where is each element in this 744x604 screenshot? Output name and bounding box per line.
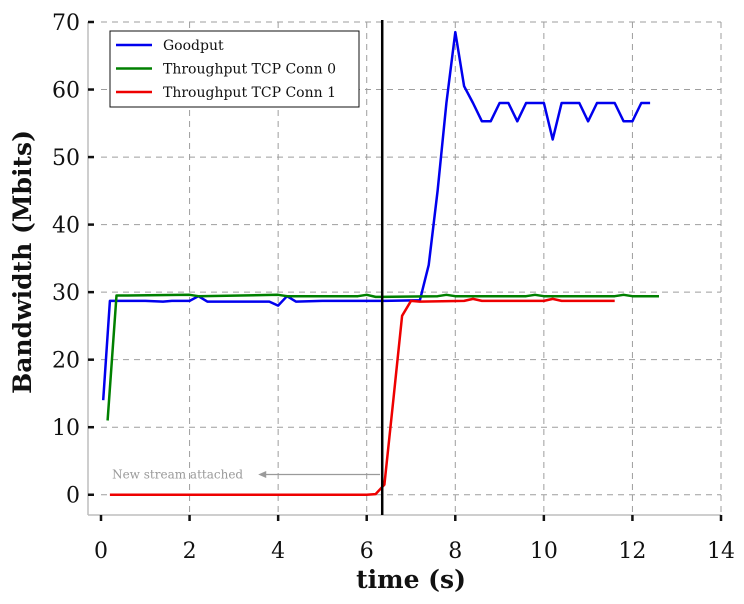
x-tick-label: 12	[618, 539, 646, 564]
annotation-text: New stream attached	[112, 467, 243, 481]
y-tick-label: 40	[52, 214, 80, 239]
y-tick-label: 30	[52, 281, 80, 306]
annotation-arrow-head	[258, 470, 267, 478]
axes	[87, 22, 721, 516]
x-tick-label: 10	[530, 539, 558, 564]
y-tick-label: 70	[52, 11, 80, 36]
legend-label-1: Throughput TCP Conn 0	[163, 62, 336, 78]
x-tick-label: 4	[271, 539, 285, 564]
y-tick-label: 10	[52, 416, 80, 441]
x-tick-label: 0	[94, 539, 108, 564]
x-tick-label: 8	[448, 539, 462, 564]
legend-label-0: Goodput	[163, 38, 224, 54]
y-axis-title: Bandwidth (Mbits)	[8, 130, 37, 394]
y-tick-label: 0	[66, 484, 80, 509]
x-axis-title: time (s)	[356, 565, 466, 594]
annotation-group: New stream attached	[112, 467, 380, 481]
legend-label-2: Throughput TCP Conn 1	[163, 85, 336, 101]
series-group	[101, 30, 659, 496]
y-tick-label: 20	[52, 349, 80, 374]
y-tick-label: 50	[52, 146, 80, 171]
x-tick-label: 14	[707, 539, 735, 564]
x-tick-label: 2	[183, 539, 197, 564]
x-axis-ticks: 0 2 4 6 8 10 12 14	[94, 515, 735, 564]
y-axis-ticks: 0 10 20 30 40 50 60 70	[52, 11, 94, 509]
legend: Goodput Throughput TCP Conn 0 Throughput T…	[109, 30, 360, 108]
x-tick-label: 6	[360, 539, 374, 564]
series-line-1	[106, 293, 659, 421]
y-tick-label: 60	[52, 79, 80, 104]
series-line-2	[109, 297, 615, 496]
